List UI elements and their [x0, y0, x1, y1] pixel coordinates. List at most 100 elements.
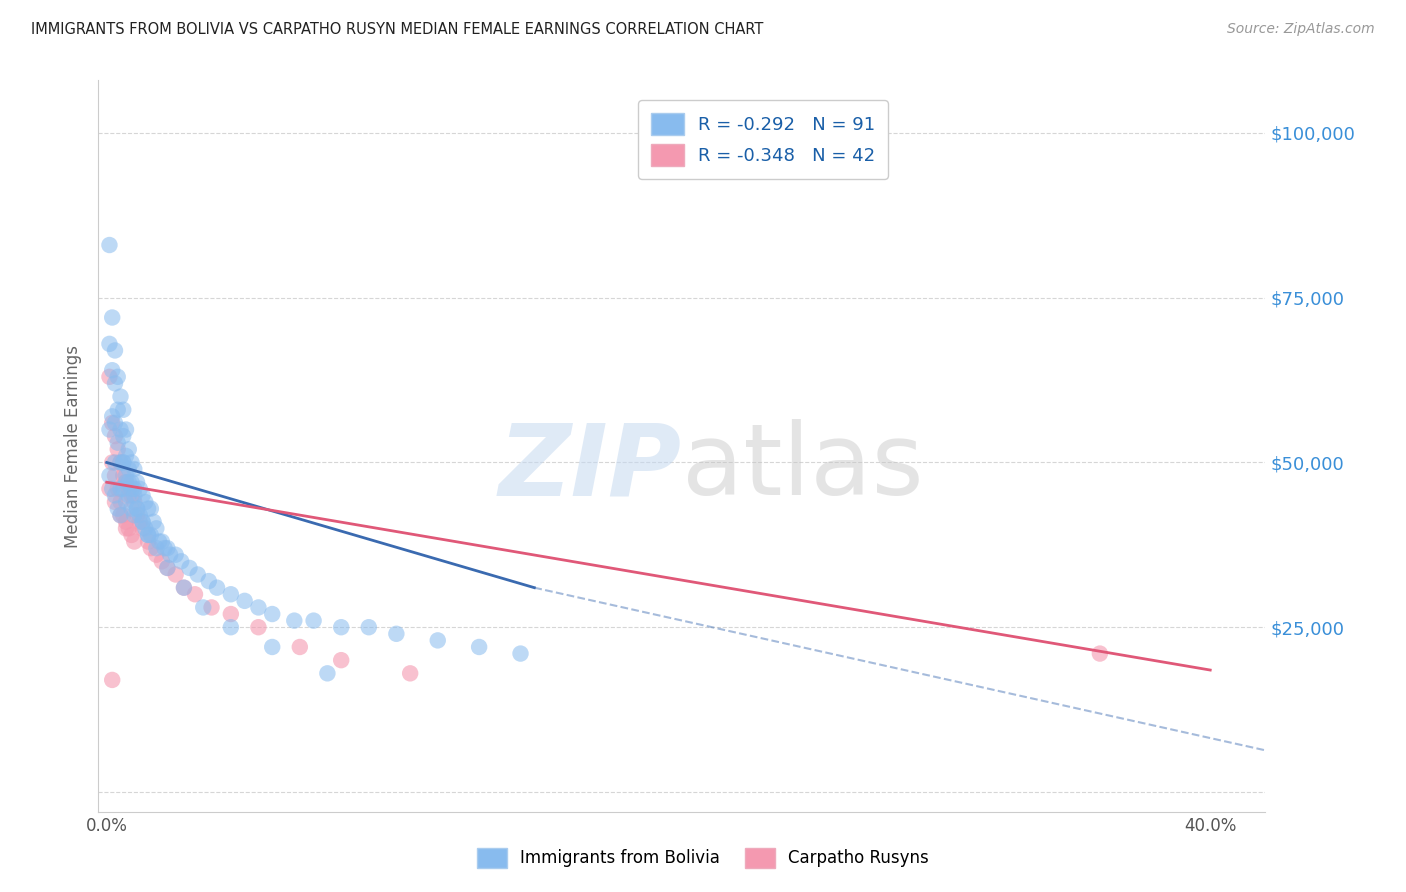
Point — [139, 501, 162, 516]
Point — [247, 600, 270, 615]
Point — [142, 515, 165, 529]
Point — [173, 581, 195, 595]
Point — [101, 363, 124, 377]
Point — [330, 620, 353, 634]
Text: Source: ZipAtlas.com: Source: ZipAtlas.com — [1227, 22, 1375, 37]
Point — [112, 508, 135, 523]
Point — [125, 501, 148, 516]
Point — [112, 482, 135, 496]
Point — [131, 521, 153, 535]
Point — [205, 581, 228, 595]
Point — [145, 521, 167, 535]
Point — [150, 534, 173, 549]
Point — [118, 488, 141, 502]
Point — [104, 429, 127, 443]
Point — [107, 402, 129, 417]
Point — [110, 423, 132, 437]
Point — [509, 647, 531, 661]
Point — [159, 548, 181, 562]
Point — [136, 528, 159, 542]
Point — [98, 468, 121, 483]
Point — [156, 561, 179, 575]
Point — [145, 548, 167, 562]
Point — [115, 515, 138, 529]
Point — [112, 429, 135, 443]
Point — [219, 620, 242, 634]
Point — [104, 488, 127, 502]
Point — [104, 495, 127, 509]
Point — [124, 462, 146, 476]
Point — [219, 587, 242, 601]
Point — [121, 455, 143, 469]
Point — [121, 475, 143, 490]
Point — [115, 521, 138, 535]
Point — [426, 633, 449, 648]
Point — [98, 238, 121, 252]
Point — [153, 541, 176, 556]
Point — [179, 561, 201, 575]
Point — [101, 409, 124, 424]
Point — [124, 508, 146, 523]
Point — [134, 521, 156, 535]
Point — [1088, 647, 1111, 661]
Point — [170, 554, 193, 568]
Point — [98, 423, 121, 437]
Point — [125, 501, 148, 516]
Point — [357, 620, 380, 634]
Point — [128, 508, 150, 523]
Point — [107, 442, 129, 457]
Point — [145, 541, 167, 556]
Point — [98, 336, 121, 351]
Point — [118, 442, 141, 457]
Point — [385, 627, 408, 641]
Point — [110, 482, 132, 496]
Point — [104, 343, 127, 358]
Point — [124, 488, 146, 502]
Point — [124, 482, 146, 496]
Point — [118, 475, 141, 490]
Point — [197, 574, 219, 588]
Point — [150, 554, 173, 568]
Point — [101, 310, 124, 325]
Point — [131, 488, 153, 502]
Point — [115, 468, 138, 483]
Point — [262, 640, 284, 654]
Y-axis label: Median Female Earnings: Median Female Earnings — [65, 344, 83, 548]
Point — [200, 600, 222, 615]
Point — [124, 534, 146, 549]
Point — [112, 468, 135, 483]
Point — [115, 475, 138, 490]
Point — [283, 614, 305, 628]
Point — [173, 581, 195, 595]
Point — [165, 567, 187, 582]
Point — [115, 495, 138, 509]
Point — [124, 495, 146, 509]
Point — [128, 515, 150, 529]
Point — [101, 416, 124, 430]
Point — [98, 369, 121, 384]
Point — [101, 673, 124, 687]
Point — [112, 455, 135, 469]
Point — [118, 462, 141, 476]
Point — [139, 528, 162, 542]
Point — [136, 528, 159, 542]
Point — [110, 495, 132, 509]
Point — [110, 455, 132, 469]
Point — [110, 508, 132, 523]
Point — [107, 501, 129, 516]
Point — [302, 614, 325, 628]
Point — [121, 488, 143, 502]
Point — [115, 449, 138, 463]
Point — [330, 653, 353, 667]
Point — [107, 369, 129, 384]
Point — [316, 666, 339, 681]
Point — [193, 600, 215, 615]
Point — [134, 495, 156, 509]
Text: ZIP: ZIP — [499, 419, 682, 516]
Legend: R = -0.292   N = 91, R = -0.348   N = 42: R = -0.292 N = 91, R = -0.348 N = 42 — [638, 100, 887, 178]
Point — [115, 475, 138, 490]
Point — [136, 534, 159, 549]
Point — [156, 561, 179, 575]
Point — [233, 594, 256, 608]
Point — [125, 508, 148, 523]
